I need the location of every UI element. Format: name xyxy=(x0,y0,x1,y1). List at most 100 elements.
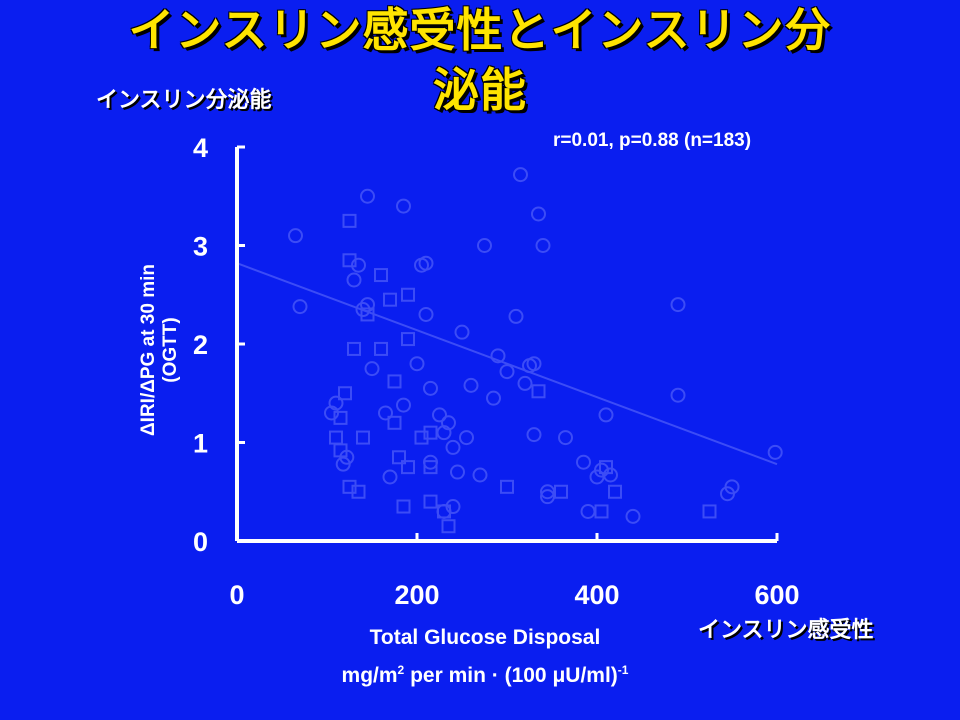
data-point-circle xyxy=(508,308,524,324)
data-point-circle xyxy=(360,188,375,204)
data-point-square xyxy=(608,484,622,499)
x-axis-label-line2: mg/m2 per min · (100 μU/ml)-1 xyxy=(341,663,629,687)
slide-title-line1: インスリン感受性とインスリン分 xyxy=(128,3,832,57)
data-point-square xyxy=(374,268,388,283)
data-point-square xyxy=(441,519,456,534)
data-point-square xyxy=(599,460,613,475)
data-point-square xyxy=(333,410,348,425)
data-point-circle xyxy=(670,297,686,313)
data-point-circle xyxy=(432,407,447,423)
data-point-square xyxy=(374,341,388,356)
data-point-square xyxy=(531,384,546,399)
y-tick-label: 0 xyxy=(193,527,208,557)
data-point-circle xyxy=(598,407,614,423)
data-point-circle xyxy=(378,405,393,421)
data-point-square xyxy=(554,484,568,499)
data-point-circle xyxy=(351,257,366,273)
data-point-circle xyxy=(535,238,551,253)
x-axis-label: Total Glucose Disposal mg/m2 per min · (… xyxy=(300,622,670,692)
data-point-square xyxy=(396,499,411,514)
data-point-square xyxy=(329,430,343,445)
data-point-circle xyxy=(580,503,596,519)
data-point-square xyxy=(437,504,451,519)
data-point-circle xyxy=(531,206,546,222)
y-tick-label: 1 xyxy=(193,429,208,459)
data-point-square xyxy=(333,443,348,458)
data-point-square xyxy=(387,374,402,389)
data-point-square xyxy=(423,494,438,509)
slide-title: インスリン感受性とインスリン分 泌能 xyxy=(0,0,960,120)
x-tick-label: 200 xyxy=(394,580,439,610)
data-point-circle xyxy=(670,387,686,403)
data-point-circle xyxy=(454,324,470,340)
data-point-circle xyxy=(603,467,618,483)
data-point-circle xyxy=(558,430,573,446)
y-tick-label: 2 xyxy=(193,330,208,360)
data-point-circle xyxy=(292,299,308,315)
x-tick-label: 400 xyxy=(574,580,619,610)
y-axis-label-line1: ΔIRI/ΔPG at 30 min xyxy=(138,264,159,436)
x-axis-label-line1: Total Glucose Disposal xyxy=(369,626,601,649)
data-point-circle xyxy=(423,454,438,470)
data-point-circle xyxy=(463,377,479,393)
data-point-circle xyxy=(499,364,515,380)
y-tick-label: 3 xyxy=(193,232,208,262)
slide-title-line2: 泌能 xyxy=(433,63,527,117)
data-point-circle xyxy=(450,464,465,480)
y-axis-label: ΔIRI/ΔPG at 30 min (OGTT) xyxy=(138,170,182,530)
data-point-circle xyxy=(396,397,411,413)
data-point-circle xyxy=(472,467,488,483)
data-point-square xyxy=(401,287,415,302)
data-point-circle xyxy=(355,302,371,318)
data-point-circle xyxy=(423,380,438,396)
data-point-circle xyxy=(517,375,533,391)
data-point-square xyxy=(500,479,514,494)
data-point-circle xyxy=(513,167,528,183)
data-point-circle xyxy=(459,430,474,446)
data-point-square xyxy=(392,450,406,465)
data-point-square xyxy=(356,430,370,445)
data-point-square xyxy=(338,386,352,401)
data-point-circle xyxy=(486,390,501,406)
data-point-circle xyxy=(477,238,492,253)
x-tick-label: 600 xyxy=(754,580,799,610)
data-point-circle xyxy=(346,272,362,288)
data-point-square xyxy=(342,213,357,228)
y-axis-japanese-label: インスリン分泌能 xyxy=(96,88,272,113)
data-point-square xyxy=(342,479,357,494)
data-point-circle xyxy=(441,415,456,431)
data-point-square xyxy=(351,484,366,499)
data-point-circle xyxy=(767,444,783,460)
data-point-circle xyxy=(724,479,740,495)
data-point-square xyxy=(423,460,438,475)
data-point-square xyxy=(594,504,609,519)
data-point-circle xyxy=(418,306,434,322)
regression-line xyxy=(236,262,778,466)
data-point-circle xyxy=(418,255,434,271)
data-point-square xyxy=(702,504,717,519)
y-tick-label: 4 xyxy=(193,133,208,163)
x-axis-japanese-label: インスリン感受性 xyxy=(698,618,874,643)
data-point-square xyxy=(414,430,429,445)
data-point-circle xyxy=(490,348,506,364)
data-point-square xyxy=(383,292,397,307)
data-point-circle xyxy=(526,427,542,443)
data-point-square xyxy=(387,415,402,430)
data-point-circle xyxy=(445,439,461,455)
correlation-stats: r=0.01, p=0.88 (n=183) xyxy=(553,130,752,151)
data-point-circle xyxy=(288,228,303,244)
data-point-circle xyxy=(576,454,591,470)
data-point-circle xyxy=(445,499,461,515)
data-point-square xyxy=(423,425,438,440)
data-point-square xyxy=(342,253,357,268)
data-point-circle xyxy=(328,395,344,411)
data-point-square xyxy=(347,341,361,356)
data-point-circle xyxy=(396,198,411,214)
data-point-square xyxy=(401,460,415,475)
data-point-circle xyxy=(382,469,398,485)
y-axis-label-line2: (OGTT) xyxy=(160,317,181,383)
data-point-circle xyxy=(364,361,380,377)
data-point-circle xyxy=(625,508,641,524)
data-point-circle xyxy=(526,356,542,372)
